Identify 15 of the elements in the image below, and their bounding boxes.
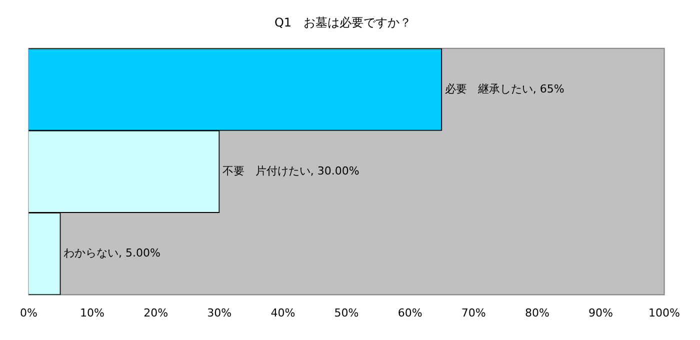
x-tick-label: 90% [588, 306, 613, 320]
x-tick-label: 20% [144, 306, 168, 320]
x-tick-label: 60% [398, 306, 422, 320]
data-label: 不要 片付けたい, 30.00% [222, 164, 360, 178]
x-tick-label: 30% [207, 306, 232, 320]
x-tick-label: 50% [334, 306, 359, 320]
data-label: わからない, 5.00% [64, 246, 160, 260]
x-tick-label: 0% [20, 306, 38, 320]
x-tick-label: 40% [270, 306, 296, 320]
x-tick-label: 10% [80, 306, 105, 320]
x-tick-label: 80% [524, 306, 550, 320]
chart-title: Q1 お墓は必要ですか？ [274, 15, 412, 30]
data-label: 必要 継承したい, 65% [444, 82, 564, 96]
x-tick-label: 100% [648, 306, 680, 320]
x-tick-label: 70% [461, 306, 486, 320]
